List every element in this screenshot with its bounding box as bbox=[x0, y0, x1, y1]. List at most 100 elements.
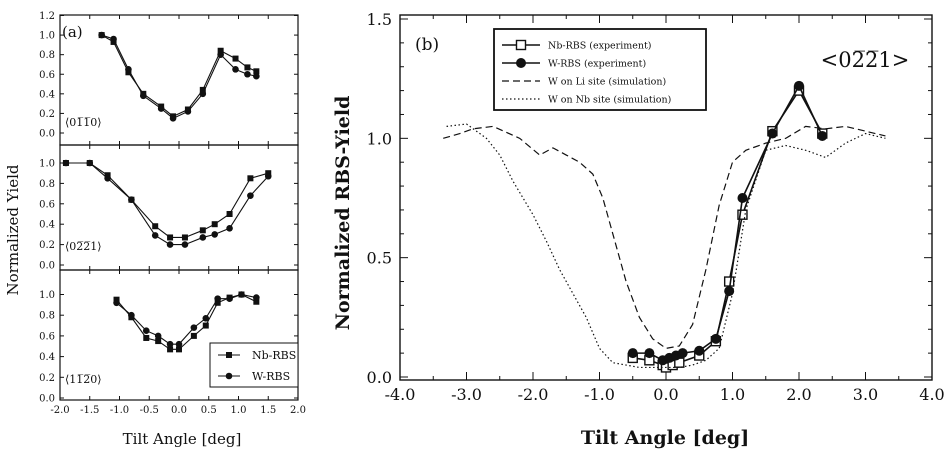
x-tick-label: 1.0 bbox=[231, 405, 247, 416]
series-line-nb-rbs-experiment bbox=[632, 89, 823, 369]
direction-label: ⟨11̅2̅0⟩ bbox=[65, 373, 102, 386]
data-point-nb-rbs bbox=[226, 211, 233, 217]
data-point-w-rbs bbox=[253, 72, 260, 80]
legend-label-nb-rbs: Nb-RBS bbox=[252, 349, 296, 362]
data-point-w-rbs bbox=[226, 224, 233, 232]
data-point-w-rbs bbox=[226, 295, 233, 302]
legend: Nb-RBS (experiment) W-RBS (experiment) W o… bbox=[493, 28, 707, 111]
x-tick-label: 3.0 bbox=[853, 385, 878, 404]
data-point-nb-rbs bbox=[217, 47, 224, 54]
data-point-w-rbs bbox=[247, 192, 254, 199]
y-tick-label: 0.2 bbox=[39, 240, 55, 251]
data-point-nb-rbs bbox=[199, 86, 206, 93]
series-line-w-rbs bbox=[101, 34, 257, 119]
data-point-w-rbs bbox=[211, 231, 218, 238]
direction-label: ⟨01̅1̅0⟩ bbox=[65, 116, 102, 129]
data-point-w-rbs bbox=[169, 115, 177, 122]
data-point-w-rbs bbox=[98, 31, 105, 39]
legend-label-w-on-li-site-simulation: W on Li site (simulation) bbox=[548, 77, 666, 88]
panel-b-label: (b) bbox=[415, 35, 439, 55]
data-point-nb-rbs bbox=[211, 221, 218, 228]
data-point-w-rbs bbox=[232, 66, 239, 73]
y-tick-label: 1.0 bbox=[39, 290, 55, 301]
y-tick-label: 0.6 bbox=[39, 199, 55, 210]
panel-a-label: (a) bbox=[62, 23, 83, 41]
data-point-w-rbs bbox=[199, 90, 207, 98]
data-point-w-rbs-experiment bbox=[627, 348, 638, 359]
x-tick-label: 0.5 bbox=[201, 405, 217, 416]
series-line-w-rbs-experiment bbox=[632, 84, 824, 362]
data-point-w-rbs-experiment bbox=[694, 345, 705, 356]
panel-a-x-axis-label: Tilt Angle [deg] bbox=[123, 430, 242, 448]
x-tick-label: -1.0 bbox=[584, 385, 615, 404]
y-tick-label: 1.0 bbox=[367, 129, 392, 148]
legend-label-w-on-nb-site-simulation: W on Nb site (simulation) bbox=[548, 95, 671, 106]
subplot-a2: 0.0 0.2 0.4 0.6 0.8 1.0 ⟨02̅2̅1⟩ bbox=[39, 144, 299, 272]
x-tick-label: 1.5 bbox=[260, 405, 276, 416]
y-tick-label: 0.8 bbox=[39, 50, 55, 61]
data-point-w-rbs bbox=[125, 66, 132, 73]
x-tick-label: -2.0 bbox=[518, 385, 549, 404]
y-tick-label: 0.8 bbox=[39, 179, 55, 190]
data-point-w-rbs bbox=[253, 294, 260, 301]
data-point-w-rbs bbox=[113, 299, 120, 307]
y-tick-label: 0.6 bbox=[39, 331, 55, 342]
x-tick-label: 0.0 bbox=[171, 405, 187, 416]
series-line-w-rbs bbox=[65, 162, 269, 246]
panel-a-y-axis-label: Normalized Yield bbox=[4, 164, 22, 295]
x-tick-label: -2.0 bbox=[50, 405, 69, 416]
panel-a: 0.00.20.40.60.81.01.2⟨01̅1̅0⟩ 0.0 0.2 0.4 0.… bbox=[39, 11, 306, 416]
data-point-w-rbs bbox=[166, 241, 174, 248]
data-point-w-rbs bbox=[157, 105, 165, 112]
data-point-nb-rbs bbox=[143, 334, 150, 341]
data-point-w-rbs bbox=[181, 241, 189, 248]
data-point-nb-rbs bbox=[176, 346, 182, 353]
data-point-w-rbs bbox=[202, 315, 210, 322]
y-tick-label: 0.4 bbox=[39, 89, 55, 100]
y-tick-label: 0.4 bbox=[39, 352, 55, 363]
data-point-w-rbs bbox=[110, 35, 117, 43]
data-point-w-rbs bbox=[62, 159, 70, 167]
x-tick-label: -3.0 bbox=[451, 385, 482, 404]
x-tick-label: 1.0 bbox=[720, 385, 745, 404]
x-tick-label: -4.0 bbox=[385, 385, 416, 404]
data-point-w-rbs-experiment bbox=[644, 348, 655, 359]
data-point-w-rbs bbox=[244, 70, 251, 78]
direction-label: ⟨02̅2̅1⟩ bbox=[65, 240, 102, 253]
y-tick-label: 0.0 bbox=[39, 261, 55, 272]
data-point-w-rbs bbox=[128, 311, 135, 319]
legend-marker-nb-rbs-experiment bbox=[515, 39, 527, 51]
panel-b: -4.0 -3.0 -2.0 -1.0 0.0 1.0 2.0 3.0 4.0 0.0 0.5 1.0… bbox=[367, 10, 945, 404]
legend: Nb-RBS W-RBS bbox=[209, 342, 299, 388]
panel-b-x-axis-label: Tilt Angle [deg] bbox=[581, 427, 749, 449]
data-point-nb-rbs bbox=[214, 299, 221, 306]
legend-label-nb-rbs-experiment: Nb-RBS (experiment) bbox=[548, 41, 652, 52]
data-point-w-rbs-experiment bbox=[677, 348, 688, 359]
subplot-a1: 0.0 0.2 0.4 0.6 0.8 1.0 1.2 ⟨01̅1̅0⟩ bbox=[39, 11, 299, 146]
legend-box bbox=[493, 28, 707, 111]
x-tick-label: 0.0 bbox=[653, 385, 678, 404]
data-point-w-rbs-experiment bbox=[710, 333, 721, 344]
x-tick-label: 2.0 bbox=[786, 385, 811, 404]
legend-box bbox=[209, 342, 299, 388]
data-point-nb-rbs bbox=[199, 227, 206, 234]
data-point-w-rbs-experiment bbox=[794, 80, 804, 91]
y-tick-label: 0.2 bbox=[39, 373, 55, 384]
data-point-nb-rbs-experiment bbox=[737, 209, 748, 220]
data-point-nb-rbs bbox=[155, 338, 162, 345]
legend-label-w-rbs: W-RBS bbox=[252, 370, 290, 383]
series-line-nb-rbs bbox=[65, 162, 269, 239]
data-point-nb-rbs bbox=[181, 234, 188, 241]
legend-label-w-rbs-experiment: W-RBS (experiment) bbox=[548, 59, 646, 70]
y-tick-label: 0.5 bbox=[367, 249, 392, 268]
y-tick-label: 1.5 bbox=[367, 10, 392, 29]
data-point-nb-rbs bbox=[253, 298, 260, 305]
series-line-w-on-nb-site-simulation bbox=[446, 123, 886, 369]
data-point-nb-rbs bbox=[253, 68, 260, 75]
series-line-w-rbs bbox=[116, 293, 257, 345]
x-tick-label: -1.0 bbox=[110, 405, 129, 416]
series-line-nb-rbs bbox=[101, 34, 257, 117]
panel-b-y-axis-label: Normalized RBS-Yield bbox=[332, 96, 354, 331]
series-line-w-on-li-site-simulation bbox=[443, 125, 886, 349]
data-point-w-rbs bbox=[140, 92, 147, 100]
